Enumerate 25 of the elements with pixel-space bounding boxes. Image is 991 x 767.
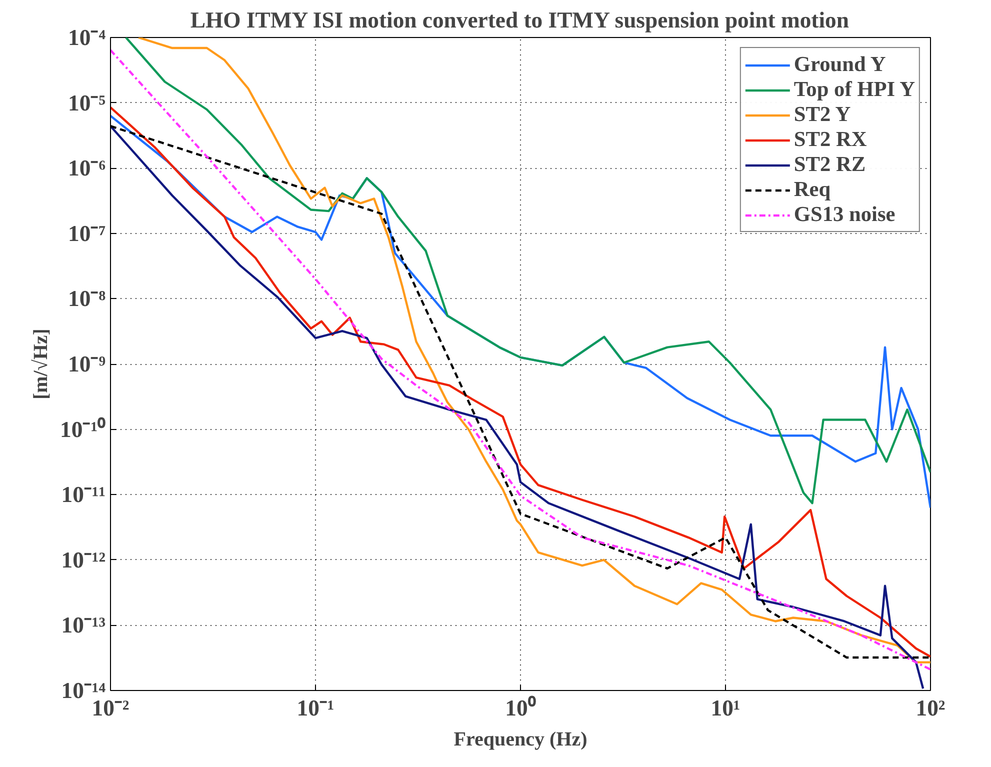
y-tick-label: 10⁻¹³ xyxy=(61,612,106,638)
x-tick-label: 10¹ xyxy=(710,696,740,720)
legend-label: ST2 RX xyxy=(794,127,867,152)
y-tick-label: 10⁻⁹ xyxy=(68,352,106,376)
x-tick-label: 10⁰ xyxy=(505,696,536,720)
y-tick-label: 10⁻⁸ xyxy=(68,286,106,312)
legend-label: ST2 RZ xyxy=(794,152,866,177)
legend-label: ST2 Y xyxy=(794,102,851,127)
legend-label: GS13 noise xyxy=(794,202,896,227)
y-axis-title: [m/√Hz] xyxy=(30,328,52,400)
legend-label: Top of HPI Y xyxy=(794,77,915,102)
x-axis-title: Frequency (Hz) xyxy=(454,728,588,750)
y-tick-label: 10⁻¹² xyxy=(61,547,106,572)
x-tick-label: 10⁻¹ xyxy=(296,696,334,720)
y-tick-label: 10⁻⁶ xyxy=(68,156,106,181)
y-tick-label: 10⁻⁷ xyxy=(68,220,106,246)
chart-title: LHO ITMY ISI motion converted to ITMY suspension point motion xyxy=(190,8,850,32)
y-tick-label: 10⁻¹¹ xyxy=(61,482,106,508)
y-tick-label: 10⁻⁴ xyxy=(68,25,106,50)
x-tick-label: 10² xyxy=(916,696,946,720)
x-tick-label: 10⁻² xyxy=(92,696,130,720)
y-tick-label: 10⁻⁵ xyxy=(68,90,106,116)
legend-label: Req xyxy=(794,177,831,202)
y-tick-label: 10⁻¹⁰ xyxy=(60,416,106,442)
legend-label: Ground Y xyxy=(794,52,886,77)
